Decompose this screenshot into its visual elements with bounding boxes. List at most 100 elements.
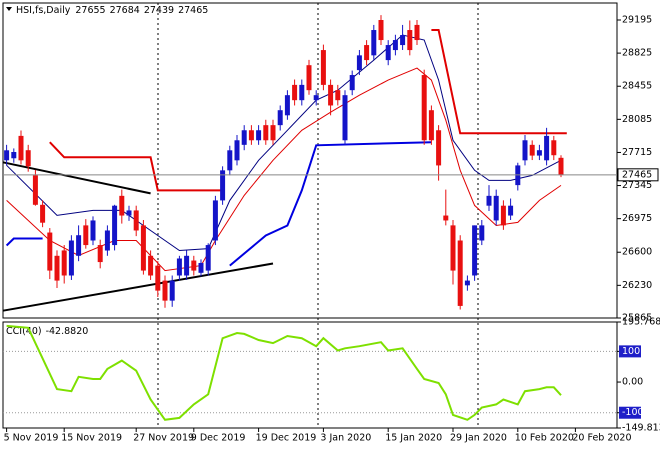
x-tick-label: 15 Nov 2019 <box>61 433 122 444</box>
candle-body <box>184 255 190 276</box>
candle-body <box>112 205 118 246</box>
candle-body <box>104 230 110 251</box>
x-tick-label: 19 Dec 2019 <box>256 433 317 444</box>
candle-body <box>508 205 514 216</box>
candle-body <box>544 135 550 161</box>
candle-body <box>119 195 125 216</box>
candle-body <box>241 130 247 145</box>
candle-body <box>140 225 146 271</box>
candle-body <box>529 144 535 156</box>
candle-body <box>68 240 74 276</box>
candle-body <box>457 240 463 306</box>
candle-body <box>25 150 31 167</box>
candle-body <box>212 200 218 241</box>
candle-body <box>378 20 384 41</box>
y-tick-label: 28085 <box>622 114 652 125</box>
candle-body <box>18 135 24 161</box>
y-tick-label: 25865 <box>622 313 652 324</box>
candle-body <box>443 215 449 221</box>
candle-body <box>335 90 341 101</box>
menu-arrow[interactable] <box>6 7 12 11</box>
y-tick-label: -149.813 <box>622 423 660 434</box>
header-close: 27465 <box>178 5 208 16</box>
candle-body <box>83 225 89 246</box>
chart-header: HSI,fs,Daily 27655 27684 27439 27465 <box>16 5 208 16</box>
candle-body <box>522 140 528 161</box>
last-price-label: 27465 <box>622 169 652 180</box>
candle-body <box>450 225 456 271</box>
candle-body <box>126 210 132 216</box>
candle-body <box>54 255 60 281</box>
candle-body <box>472 225 478 276</box>
candle-body <box>328 84 334 106</box>
x-tick-label: 27 Nov 2019 <box>133 433 194 444</box>
level-label-box <box>619 345 641 358</box>
indicator-line <box>2 161 151 195</box>
x-tick-label: 3 Jan 2020 <box>320 433 371 444</box>
candle-body <box>313 95 319 101</box>
candle-body <box>500 205 506 226</box>
indicator-line <box>2 262 274 312</box>
candle-body <box>342 95 348 141</box>
candle-body <box>400 35 406 46</box>
candle-body <box>536 150 542 156</box>
header-low: 27439 <box>144 5 174 16</box>
candle-body <box>32 175 38 205</box>
candle-body <box>421 75 427 141</box>
candle-body <box>270 125 276 141</box>
header-high: 27684 <box>110 5 140 16</box>
header-open: 27655 <box>75 5 105 16</box>
candle-body <box>76 235 82 256</box>
y-tick-label: 26230 <box>622 280 652 291</box>
candle-body <box>191 260 197 271</box>
cci-name: CCI(40) <box>6 326 42 337</box>
y-tick-label: 28825 <box>622 48 652 59</box>
candle-body <box>486 195 492 206</box>
candle-body <box>155 265 161 291</box>
candle-body <box>47 232 53 271</box>
candle-body <box>392 40 398 51</box>
candle-body <box>385 45 391 61</box>
candle-body <box>90 220 96 241</box>
candle-body <box>148 255 154 276</box>
x-tick-label: 10 Feb 2020 <box>515 433 574 444</box>
candle-body <box>256 130 262 141</box>
y-tick-label: 26975 <box>622 213 652 224</box>
candle-body <box>277 110 283 126</box>
candle-body <box>198 262 204 273</box>
y-tick-label: 27715 <box>622 147 652 158</box>
candle-body <box>205 245 211 271</box>
candle-body <box>371 30 377 56</box>
y-tick-label: 26600 <box>622 247 652 258</box>
y-tick-label: 195.7682 <box>622 317 660 328</box>
candle-body <box>61 250 67 276</box>
candle-body <box>227 150 233 171</box>
candle-body <box>356 55 362 71</box>
symbol: HSI,fs,Daily <box>16 5 71 16</box>
candle-body <box>349 75 355 91</box>
cci-header: CCI(40) -42.8820 <box>6 326 88 337</box>
candle-body <box>479 225 485 241</box>
candle-body <box>11 151 17 159</box>
candle-body <box>284 95 290 116</box>
level-label-box <box>619 406 641 419</box>
indicator-line <box>49 29 567 192</box>
candle-body <box>436 130 442 166</box>
candle-body <box>162 280 168 301</box>
candle-body <box>407 30 413 51</box>
x-tick-label: 9 Dec 2019 <box>191 433 246 444</box>
candle-body <box>306 65 312 91</box>
candle-body <box>414 24 420 41</box>
candle-body <box>4 150 10 161</box>
x-tick-label: 5 Nov 2019 <box>4 433 59 444</box>
indicator-line <box>5 141 432 267</box>
y-tick-label: 29195 <box>622 15 652 26</box>
candle-body <box>220 170 226 201</box>
cci-panel-frame <box>2 321 618 429</box>
x-tick-label: 15 Jan 2020 <box>385 433 442 444</box>
candle-body <box>234 140 240 161</box>
candle-body <box>97 245 103 263</box>
candle-body <box>263 125 269 141</box>
